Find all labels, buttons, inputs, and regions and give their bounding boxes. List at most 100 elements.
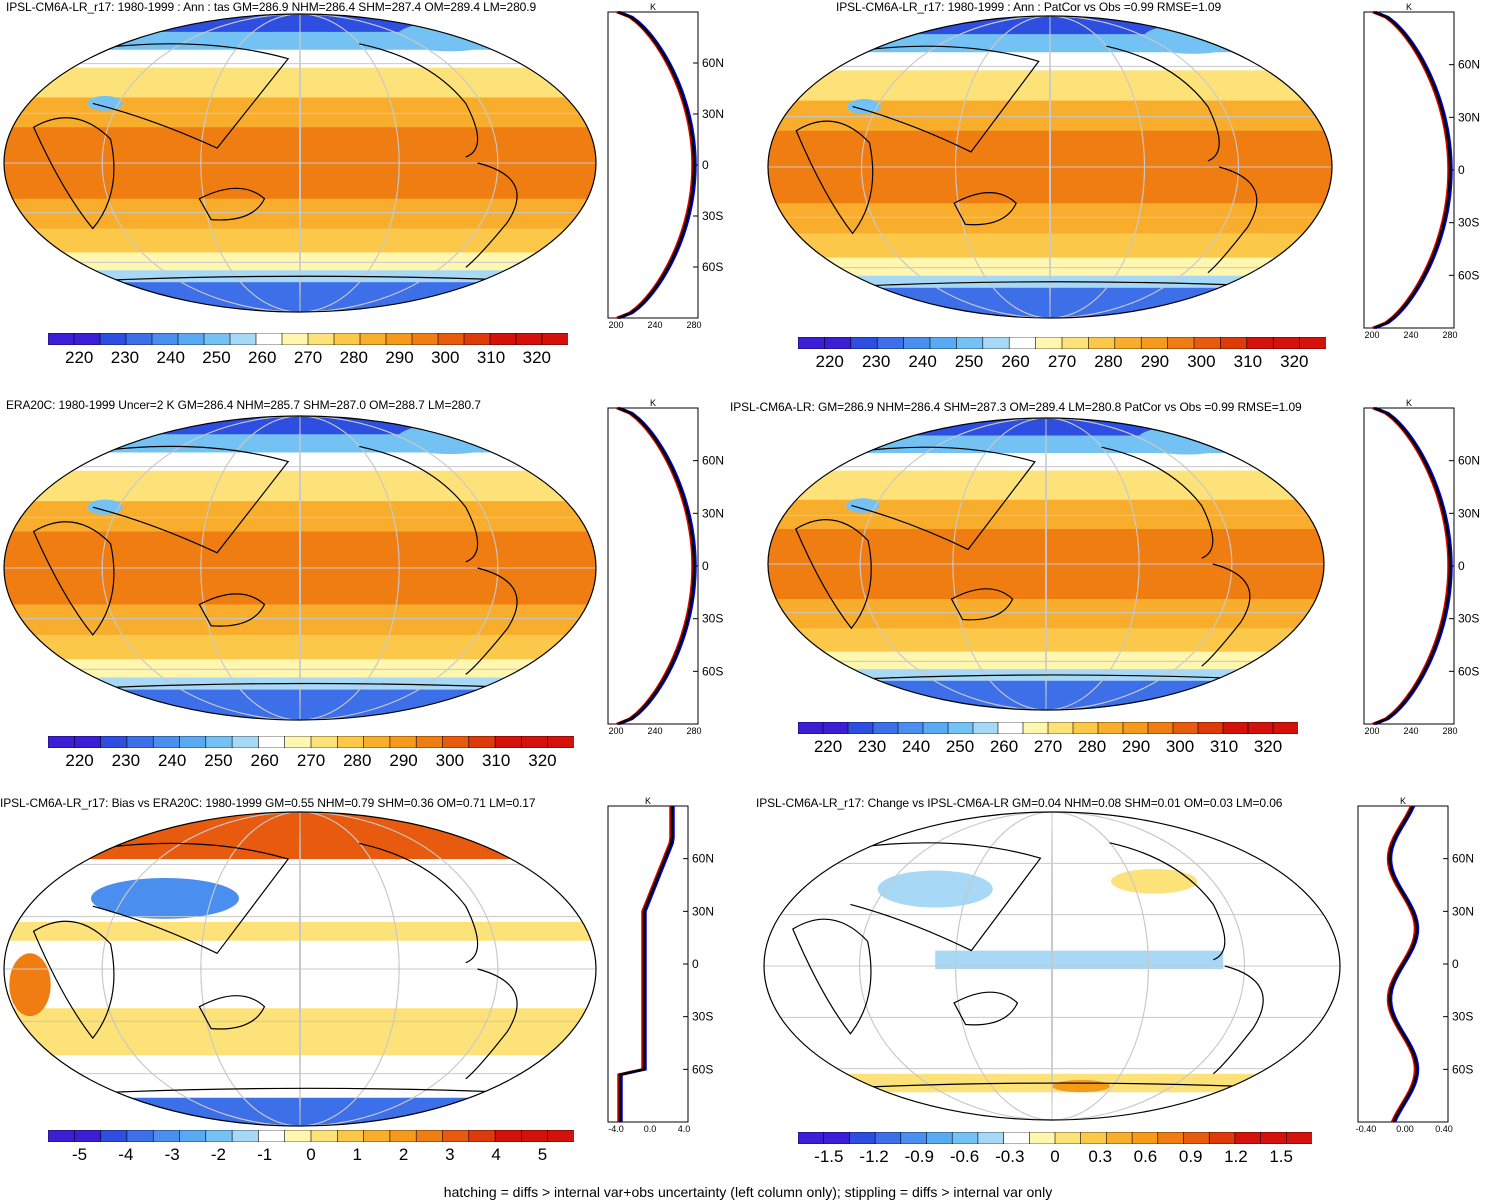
colorbar-tick-label: 3 [445, 1145, 455, 1164]
colorbar-tick-label: 290 [1121, 737, 1151, 756]
zonal-lat-label: 60S [1458, 664, 1479, 678]
colorbar-labels: 220 230 240 250 260 270 280 290 300 310 320 [798, 352, 1326, 374]
colorbar-tick-label: -3 [164, 1145, 180, 1164]
zonal-model-line [1386, 805, 1417, 1123]
colorbar-tick-label: 270 [1033, 737, 1063, 756]
zonal-lat-label: 0 [702, 559, 709, 573]
map-robinson [767, 15, 1333, 319]
zonal-x-tick: 200 [608, 726, 623, 736]
zonal-unit: K [1406, 398, 1412, 408]
colorbar-tick-label: 250 [202, 348, 231, 367]
zonal-lat-label: 30N [702, 107, 724, 121]
panel-model-patcor: IPSL-CM6A-LR_r17: 1980-1999 : Ann : PatC… [752, 0, 1496, 380]
colorbar-tick-label: 220 [815, 352, 844, 371]
zonal-lat-label: 30N [1458, 506, 1480, 520]
colorbar-tick-label: 2 [398, 1145, 409, 1164]
zonal-mean-plot: 60N 30N 0 30S 60S K -4.0 0.0 4.0 [607, 796, 714, 1134]
colorbar [48, 1130, 574, 1142]
colorbar-tick-label: 220 [65, 751, 94, 770]
zonal-x-tick: 240 [1403, 726, 1418, 736]
map-robinson [763, 811, 1341, 1121]
zonal-mean-line [1388, 805, 1418, 1123]
panel-era20c: ERA20C: 1980-1999 Uncer=2 K GM=286.4 NHM… [0, 392, 740, 778]
zonal-x-tick: 280 [1442, 330, 1457, 340]
colorbar-tick-label: 0.3 [1088, 1147, 1113, 1166]
zonal-x-tick: 240 [647, 726, 662, 736]
colorbar-tick-label: 300 [435, 751, 465, 770]
colorbar-tick-label: 260 [1001, 352, 1030, 371]
zonal-unit: K [650, 398, 656, 408]
colorbar-tick-label: 250 [954, 352, 984, 371]
zonal-model-line [616, 10, 694, 320]
zonal-mean-line [617, 10, 696, 320]
colorbar-tick-label: -0.9 [904, 1147, 934, 1166]
zonal-mean-plot: 60N 30N 0 30S 60S K 200 240 280 [1363, 398, 1480, 736]
zonal-lat-label: 0 [692, 957, 699, 971]
zonal-lat-label: 60N [1452, 852, 1474, 866]
footnote: hatching = diffs > internal var+obs unce… [443, 1184, 1053, 1200]
zonal-x-tick: 200 [1364, 726, 1379, 736]
panel-title: IPSL-CM6A-LR_r17: 1980-1999 : Ann : PatC… [836, 0, 1222, 14]
colorbar-tick-label: -1.5 [814, 1147, 844, 1166]
colorbar-tick-label: 230 [111, 751, 141, 770]
map-robinson [3, 415, 597, 721]
zonal-x-tick: 0.00 [1396, 1124, 1414, 1134]
colorbar-tick-label: 290 [1140, 352, 1170, 371]
colorbar-tick-label: 320 [528, 751, 557, 770]
colorbar-tick-label: -1 [257, 1145, 273, 1164]
zonal-obs-line [619, 10, 697, 320]
colorbar-tick-label: -1.2 [859, 1147, 889, 1166]
zonal-mean-plot: 60N 30N 0 30S 60S K -0.40 0.00 0.40 [1356, 796, 1474, 1134]
zonal-lat-label: 60S [692, 1062, 713, 1076]
colorbar-tick-label: 1.5 [1269, 1147, 1293, 1166]
colorbar-labels: 220 230 240 250 260 270 280 290 300 310 320 [798, 737, 1298, 759]
zonal-lat-label: 60N [1458, 58, 1480, 72]
zonal-x-tick: 240 [1403, 330, 1418, 340]
zonal-obs-line [620, 806, 675, 1122]
zonal-x-tick: 240 [647, 320, 662, 330]
panel-title: IPSL-CM6A-LR_r17: Bias vs ERA20C: 1980-1… [0, 796, 536, 810]
colorbar-tick-label: 250 [945, 737, 975, 756]
zonal-lat-label: 60N [702, 454, 724, 468]
map-robinson [3, 13, 597, 313]
colorbar-tick-label: 300 [431, 348, 460, 367]
zonal-lat-label: 30N [1452, 904, 1474, 918]
colorbar-tick-label: 300 [1165, 737, 1195, 756]
colorbar-tick-label: 250 [204, 751, 233, 770]
zonal-lat-label: 30N [702, 506, 724, 520]
zonal-lat-label: 60N [692, 852, 714, 866]
colorbar-labels: 220 230 240 250 260 270 280 290 300 310 320 [48, 751, 574, 773]
zonal-obs-line [1375, 10, 1453, 330]
panel-title: IPSL-CM6A-LR_r17: 1980-1999 : Ann : tas … [6, 0, 537, 14]
zonal-lat-label: 60S [1458, 268, 1479, 282]
panel-title: ERA20C: 1980-1999 Uncer=2 K GM=286.4 NHM… [6, 398, 481, 412]
colorbar-tick-label: 270 [1047, 352, 1077, 371]
colorbar-tick-label: -5 [71, 1145, 88, 1164]
colorbar-tick-label: 270 [296, 751, 326, 770]
colorbar-tick-label: 310 [481, 751, 511, 770]
colorbar-tick-label: 5 [537, 1145, 548, 1164]
colorbar-tick-label: 0.9 [1178, 1147, 1203, 1166]
zonal-lat-label: 30N [1458, 110, 1480, 124]
colorbar-tick-label: 220 [813, 737, 843, 756]
colorbar-tick-label: 280 [1094, 352, 1123, 371]
colorbar-labels: -5 -4 -3 -2 -1 0 1 2 3 4 5 [48, 1145, 574, 1167]
zonal-obs-line [619, 406, 697, 726]
zonal-x-tick: -0.40 [1356, 1124, 1377, 1134]
panel-model-mean: IPSL-CM6A-LR_r17: 1980-1999 : Ann : tas … [0, 0, 740, 380]
zonal-mean-line [1373, 10, 1452, 330]
colorbar-tick-label: 4 [491, 1145, 501, 1164]
zonal-lat-label: 30S [702, 209, 723, 223]
zonal-x-tick: -4.0 [608, 1124, 624, 1134]
panel-model-ensemble: IPSL-CM6A-LR: GM=286.9 NHM=286.4 SHM=287… [730, 392, 1496, 778]
zonal-lat-label: 60S [702, 260, 723, 274]
zonal-model-line [1372, 10, 1450, 330]
map-robinson [3, 811, 597, 1127]
colorbar-tick-label: 280 [339, 348, 368, 367]
colorbar-tick-label: -2 [210, 1145, 226, 1164]
colorbar-labels: -1.5 -1.2 -0.9 -0.6 -0.3 0 0.3 0.6 0.9 1.2 1.5 [798, 1147, 1312, 1169]
colorbar [798, 337, 1326, 349]
colorbar-tick-label: 0.6 [1133, 1147, 1158, 1166]
zonal-x-tick: 280 [1442, 726, 1457, 736]
colorbar-tick-label: -4 [118, 1145, 134, 1164]
